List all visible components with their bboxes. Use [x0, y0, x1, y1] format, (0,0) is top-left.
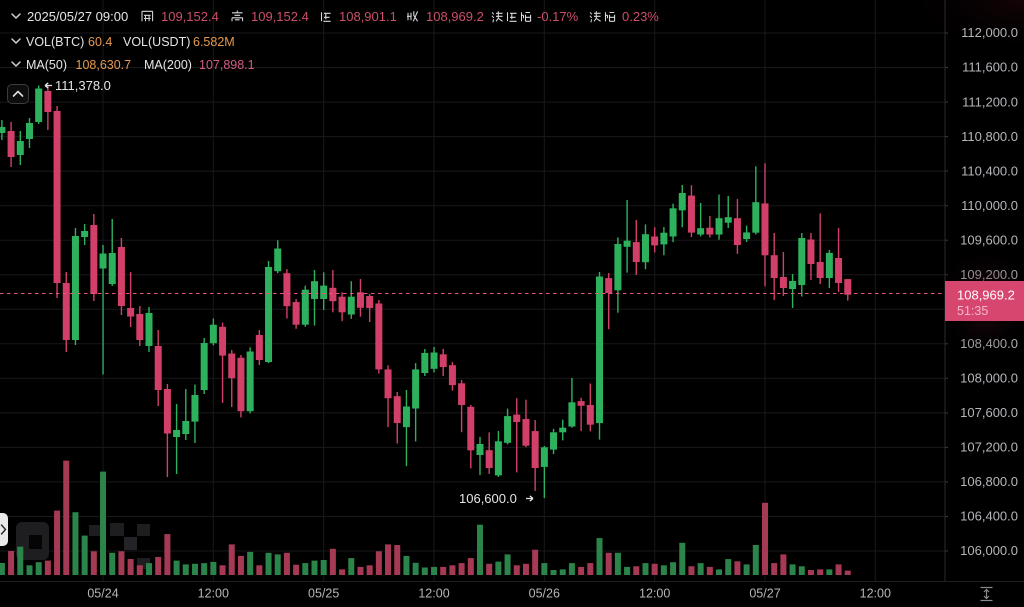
svg-text:109,600.0: 109,600.0 — [960, 232, 1018, 247]
svg-text:0.23%: 0.23% — [622, 9, 659, 24]
svg-text:106,800.0: 106,800.0 — [960, 474, 1018, 489]
svg-text:108,901.1: 108,901.1 — [339, 9, 397, 24]
svg-text:05/24: 05/24 — [87, 587, 118, 601]
svg-text:12:00: 12:00 — [639, 587, 670, 601]
svg-text:109,152.4: 109,152.4 — [251, 9, 309, 24]
svg-text:110,000.0: 110,000.0 — [961, 198, 1018, 213]
svg-text:51:35: 51:35 — [957, 304, 988, 318]
svg-text:05/26: 05/26 — [529, 587, 560, 601]
svg-text:05/25: 05/25 — [308, 587, 339, 601]
svg-text:109,152.4: 109,152.4 — [161, 9, 219, 24]
svg-text:12:00: 12:00 — [418, 587, 449, 601]
svg-text:-0.17%: -0.17% — [537, 9, 579, 24]
svg-text:60.4: 60.4 — [88, 35, 112, 49]
svg-text:106,600.0: 106,600.0 — [459, 491, 517, 506]
svg-text:107,600.0: 107,600.0 — [960, 405, 1018, 420]
svg-text:110,400.0: 110,400.0 — [961, 163, 1018, 178]
svg-text:108,000.0: 108,000.0 — [960, 371, 1018, 386]
svg-text:111,600.0: 111,600.0 — [962, 60, 1018, 75]
svg-text:VOL(BTC): VOL(BTC) — [26, 35, 84, 49]
svg-text:107,200.0: 107,200.0 — [960, 440, 1018, 455]
svg-text:111,378.0: 111,378.0 — [55, 78, 111, 93]
svg-text:106,400.0: 106,400.0 — [960, 509, 1018, 524]
svg-text:108,969.2: 108,969.2 — [957, 288, 1015, 303]
svg-text:VOL(USDT): VOL(USDT) — [123, 35, 190, 49]
svg-text:112,000.0: 112,000.0 — [961, 25, 1018, 40]
svg-text:12:00: 12:00 — [860, 587, 891, 601]
svg-text:111,200.0: 111,200.0 — [962, 94, 1018, 109]
svg-text:108,969.2: 108,969.2 — [426, 9, 484, 24]
svg-text:MA(50): MA(50) — [26, 58, 67, 72]
svg-text:6.582M: 6.582M — [193, 35, 235, 49]
svg-text:108,630.7: 108,630.7 — [76, 58, 132, 72]
svg-text:110,800.0: 110,800.0 — [961, 129, 1018, 144]
svg-text:107,898.1: 107,898.1 — [199, 58, 255, 72]
svg-text:2025/05/27 09:00: 2025/05/27 09:00 — [27, 9, 128, 24]
svg-text:12:00: 12:00 — [198, 587, 229, 601]
svg-text:106,000.0: 106,000.0 — [960, 543, 1018, 558]
svg-text:05/27: 05/27 — [749, 587, 780, 601]
svg-text:MA(200): MA(200) — [144, 58, 192, 72]
